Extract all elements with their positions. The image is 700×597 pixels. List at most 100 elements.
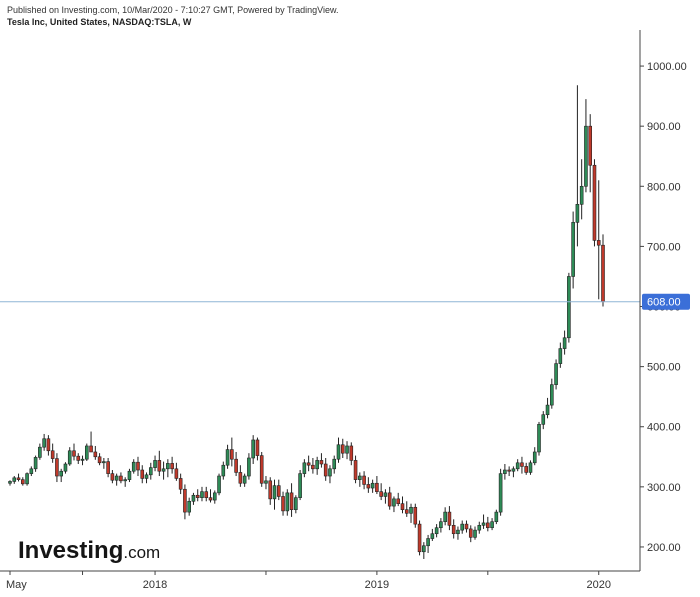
candle — [72, 443, 76, 461]
candle — [404, 501, 409, 517]
candle-body-up — [166, 463, 170, 470]
candle-body-up — [332, 458, 337, 470]
candle — [562, 330, 567, 355]
logo-brand: Investing — [18, 537, 123, 564]
candle — [178, 473, 183, 495]
candle-body-up — [345, 445, 349, 454]
candle-body-up — [38, 446, 42, 458]
candle — [272, 479, 277, 510]
candle-body-down — [195, 494, 200, 498]
candle-body-down — [349, 445, 354, 461]
last-price-label: 608.00 — [647, 297, 681, 309]
candle — [55, 453, 59, 483]
candle-body-down — [400, 503, 405, 510]
candle — [200, 486, 204, 502]
candle-body-up — [29, 468, 34, 474]
candle-body-down — [596, 240, 601, 246]
candle — [511, 466, 516, 478]
candle — [336, 437, 341, 463]
candle-body-up — [63, 463, 68, 472]
x-tick-label: 2018 — [143, 579, 167, 591]
candle — [375, 476, 379, 495]
candle — [315, 456, 319, 475]
candle — [114, 473, 119, 486]
y-tick-label: 500.00 — [647, 362, 681, 374]
candle-body-down — [281, 496, 285, 512]
candle-body-up — [242, 475, 247, 484]
candle-body-up — [358, 475, 362, 480]
candle — [8, 480, 12, 486]
candle — [110, 470, 115, 484]
candle-body-down — [230, 449, 234, 460]
candle-body-down — [451, 525, 456, 535]
candle-body-down — [46, 438, 51, 452]
candle-body-up — [251, 439, 255, 459]
candle — [567, 272, 571, 343]
candle-body-up — [477, 525, 482, 531]
last-price-badge-bg — [642, 293, 690, 310]
candle-body-up — [67, 450, 72, 465]
candle — [217, 473, 221, 496]
x-tick-label: May — [6, 579, 27, 591]
candle — [477, 521, 482, 534]
candle-body-up — [515, 462, 520, 470]
logo-suffix: .com — [123, 543, 160, 562]
candle-body-up — [541, 414, 546, 425]
candle-body-up — [264, 480, 268, 484]
candle — [21, 477, 25, 486]
candle — [195, 489, 200, 502]
candle — [486, 516, 490, 532]
candle-body-up — [191, 494, 196, 502]
candle-body-down — [97, 456, 102, 464]
candle — [532, 447, 537, 466]
candle-body-down — [55, 458, 59, 477]
candle — [33, 455, 38, 472]
candle — [588, 114, 592, 193]
candle-body-up — [579, 185, 584, 205]
candle — [592, 159, 597, 247]
y-tick-label: 700.00 — [647, 241, 681, 253]
candle — [93, 445, 98, 460]
candle-body-up — [554, 363, 558, 385]
candle — [550, 378, 554, 409]
candle — [379, 483, 383, 501]
candle-body-down — [183, 488, 187, 513]
candle — [106, 457, 110, 478]
candle — [554, 359, 558, 390]
candle-body-up — [12, 477, 17, 482]
candle — [558, 342, 563, 368]
candle-body-up — [221, 464, 226, 477]
published-note: Published on Investing.com, 10/Mar/2020 … — [7, 5, 339, 15]
candle — [157, 450, 162, 477]
candle-body-up — [439, 521, 443, 529]
candle — [456, 526, 460, 540]
candle-body-down — [362, 475, 366, 485]
candle — [328, 465, 332, 484]
candle-body-up — [294, 497, 298, 510]
candle — [50, 443, 55, 463]
candle — [170, 456, 174, 474]
candle — [140, 465, 145, 484]
candle — [221, 461, 226, 480]
candle-body-up — [460, 523, 465, 531]
candle — [481, 514, 486, 529]
candle — [59, 468, 63, 483]
candle — [174, 462, 179, 481]
candle — [584, 99, 588, 193]
candle — [251, 435, 255, 465]
candle — [191, 492, 196, 505]
candle — [413, 503, 418, 528]
candle-body-up — [80, 458, 85, 461]
candle — [601, 234, 605, 307]
candle-body-up — [336, 444, 341, 460]
candle-body-up — [409, 506, 413, 514]
candle — [208, 489, 213, 503]
candle-body-up — [443, 511, 447, 523]
candle — [340, 438, 345, 458]
candle — [515, 459, 520, 472]
candle-body-down — [50, 450, 55, 459]
candle — [230, 437, 234, 467]
candle-body-up — [212, 492, 217, 501]
candle-body-down — [464, 523, 469, 530]
